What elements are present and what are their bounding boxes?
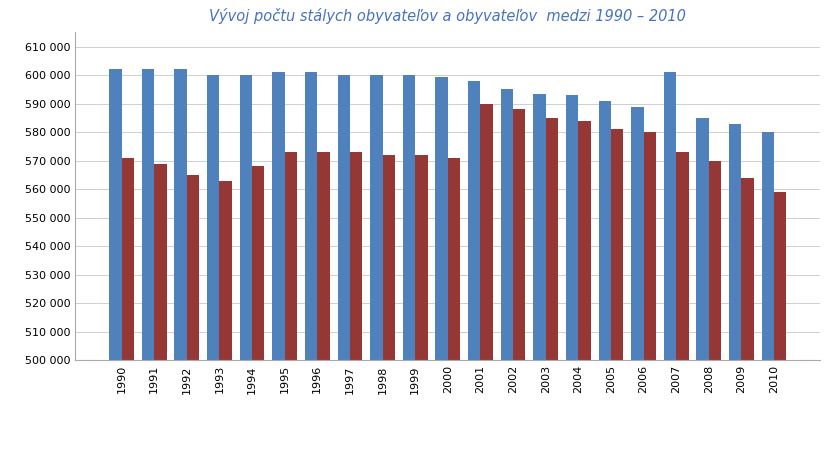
Bar [337, 75, 349, 462]
Bar [643, 132, 655, 462]
Bar [663, 72, 675, 462]
Bar [675, 152, 688, 462]
Bar [435, 77, 447, 462]
Bar [630, 107, 643, 462]
Bar [500, 89, 512, 462]
Bar [141, 69, 154, 462]
Bar [284, 152, 297, 462]
Bar [415, 155, 427, 462]
Bar [349, 152, 362, 462]
Bar [533, 94, 545, 462]
Bar [447, 158, 460, 462]
Bar [545, 118, 558, 462]
Bar [761, 132, 773, 462]
Bar [728, 124, 741, 462]
Bar [578, 121, 590, 462]
Bar [382, 155, 395, 462]
Bar [239, 75, 252, 462]
Bar [121, 158, 134, 462]
Bar [272, 72, 284, 462]
Bar [402, 75, 415, 462]
Bar [186, 175, 199, 462]
Bar [467, 81, 480, 462]
Bar [206, 75, 219, 462]
Bar [219, 181, 232, 462]
Bar [512, 109, 525, 462]
Bar [109, 69, 121, 462]
Bar [708, 161, 721, 462]
Bar [370, 75, 382, 462]
Bar [610, 129, 623, 462]
Bar [480, 103, 492, 462]
Bar [565, 95, 578, 462]
Bar [598, 101, 610, 462]
Bar [252, 166, 264, 462]
Bar [304, 72, 317, 462]
Bar [696, 118, 708, 462]
Bar [174, 69, 186, 462]
Bar [154, 164, 166, 462]
Title: Vývoj počtu stálych obyvateľov a obyvateľov  medzi 1990 – 2010: Vývoj počtu stálych obyvateľov a obyvate… [209, 8, 686, 24]
Bar [773, 192, 786, 462]
Bar [741, 178, 753, 462]
Bar [317, 152, 329, 462]
